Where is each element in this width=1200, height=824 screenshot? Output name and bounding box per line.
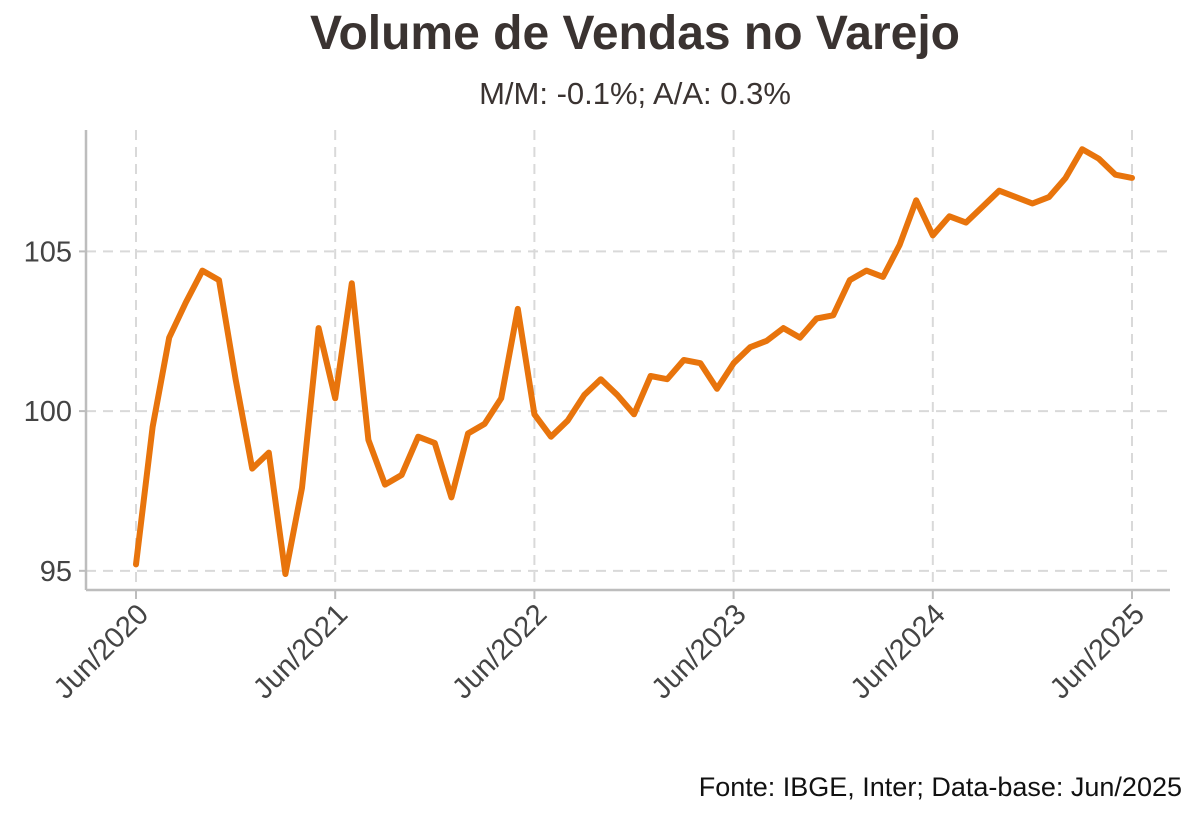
x-tick-label: Jun/2023 — [646, 598, 753, 705]
x-tick-label: Jun/2022 — [446, 598, 553, 705]
source-note: Fonte: IBGE, Inter; Data-base: Jun/2025 — [698, 772, 1182, 802]
x-tick-label: Jun/2024 — [845, 598, 952, 705]
x-tick-label: Jun/2021 — [247, 598, 354, 705]
series-line — [133, 146, 1135, 577]
y-tick-label: 95 — [40, 556, 72, 588]
x-tick-label: Jun/2025 — [1044, 598, 1151, 705]
chart-title: Volume de Vendas no Varejo — [310, 7, 960, 60]
y-tick-label: 105 — [24, 236, 72, 268]
chart-subtitle: M/M: -0.1%; A/A: 0.3% — [479, 76, 791, 111]
x-tick-label: Jun/2020 — [48, 598, 155, 705]
y-tick-label: 100 — [24, 396, 72, 428]
